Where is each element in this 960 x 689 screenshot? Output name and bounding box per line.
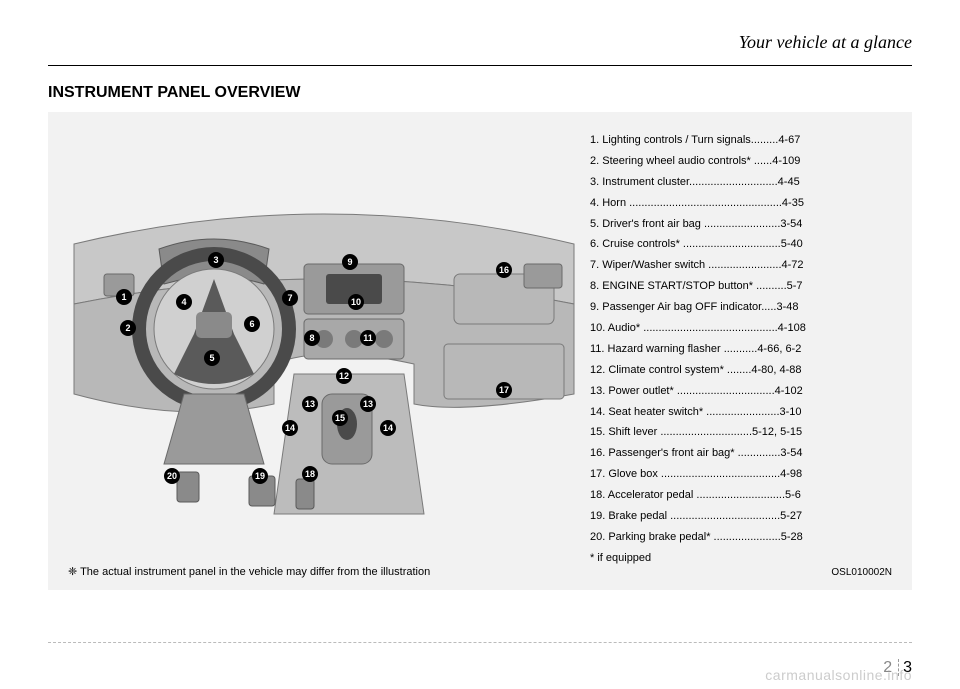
dashboard-illustration: 12345678910111213131414151617181920 <box>64 134 584 534</box>
callout-marker: 8 <box>304 330 320 346</box>
reference-list-item: 6. Cruise controls* ....................… <box>590 234 890 255</box>
callout-marker: 12 <box>336 368 352 384</box>
page-title: INSTRUMENT PANEL OVERVIEW <box>48 84 912 102</box>
reference-list-item: * if equipped <box>590 548 890 569</box>
callout-marker: 6 <box>244 316 260 332</box>
callout-marker: 1 <box>116 289 132 305</box>
callout-marker: 10 <box>348 294 364 310</box>
reference-list-item: 1. Lighting controls / Turn signals.....… <box>590 130 890 151</box>
callout-marker: 4 <box>176 294 192 310</box>
reference-list-item: 4. Horn ................................… <box>590 193 890 214</box>
reference-list-item: 8. ENGINE START/STOP button* ..........5… <box>590 276 890 297</box>
reference-list-item: 17. Glove box ..........................… <box>590 464 890 485</box>
reference-list-item: 7. Wiper/Washer switch .................… <box>590 255 890 276</box>
reference-list-item: 18. Accelerator pedal ..................… <box>590 485 890 506</box>
reference-list-item: 3. Instrument cluster...................… <box>590 172 890 193</box>
callout-marker: 3 <box>208 252 224 268</box>
section-label: Your vehicle at a glance <box>48 32 912 57</box>
reference-list-item: 5. Driver's front air bag ..............… <box>590 214 890 235</box>
reference-list-item: 12. Climate control system* ........4-80… <box>590 360 890 381</box>
callout-marker: 18 <box>302 466 318 482</box>
callout-marker: 14 <box>380 420 396 436</box>
callout-marker: 5 <box>204 350 220 366</box>
dashboard-svg <box>64 134 584 534</box>
callout-marker: 7 <box>282 290 298 306</box>
watermark: carmanualsonline.info <box>765 667 912 683</box>
reference-list-item: 19. Brake pedal ........................… <box>590 506 890 527</box>
reference-list-item: 14. Seat heater switch* ................… <box>590 402 890 423</box>
reference-list-item: 2. Steering wheel audio controls* ......… <box>590 151 890 172</box>
footer-divider <box>48 642 912 643</box>
content-box: 12345678910111213131414151617181920 1. L… <box>48 112 912 590</box>
callout-marker: 9 <box>342 254 358 270</box>
callout-marker: 13 <box>302 396 318 412</box>
callout-marker: 20 <box>164 468 180 484</box>
callout-marker: 13 <box>360 396 376 412</box>
callout-marker: 15 <box>332 410 348 426</box>
reference-list-item: 16. Passenger's front air bag* .........… <box>590 443 890 464</box>
reference-list: 1. Lighting controls / Turn signals.....… <box>590 130 890 569</box>
header-divider <box>48 65 912 66</box>
reference-list-item: 13. Power outlet* ......................… <box>590 381 890 402</box>
callout-marker: 2 <box>120 320 136 336</box>
callout-marker: 14 <box>282 420 298 436</box>
callout-marker: 17 <box>496 382 512 398</box>
reference-list-item: 15. Shift lever ........................… <box>590 422 890 443</box>
reference-list-item: 20. Parking brake pedal* ...............… <box>590 527 890 548</box>
illustration-note: ❈ The actual instrument panel in the veh… <box>68 565 430 578</box>
reference-list-item: 11. Hazard warning flasher ...........4-… <box>590 339 890 360</box>
callout-marker: 19 <box>252 468 268 484</box>
reference-list-item: 9. Passenger Air bag OFF indicator.....3… <box>590 297 890 318</box>
figure-code: OSL010002N <box>831 567 892 578</box>
callout-marker: 16 <box>496 262 512 278</box>
reference-list-item: 10. Audio* .............................… <box>590 318 890 339</box>
callout-marker: 11 <box>360 330 376 346</box>
